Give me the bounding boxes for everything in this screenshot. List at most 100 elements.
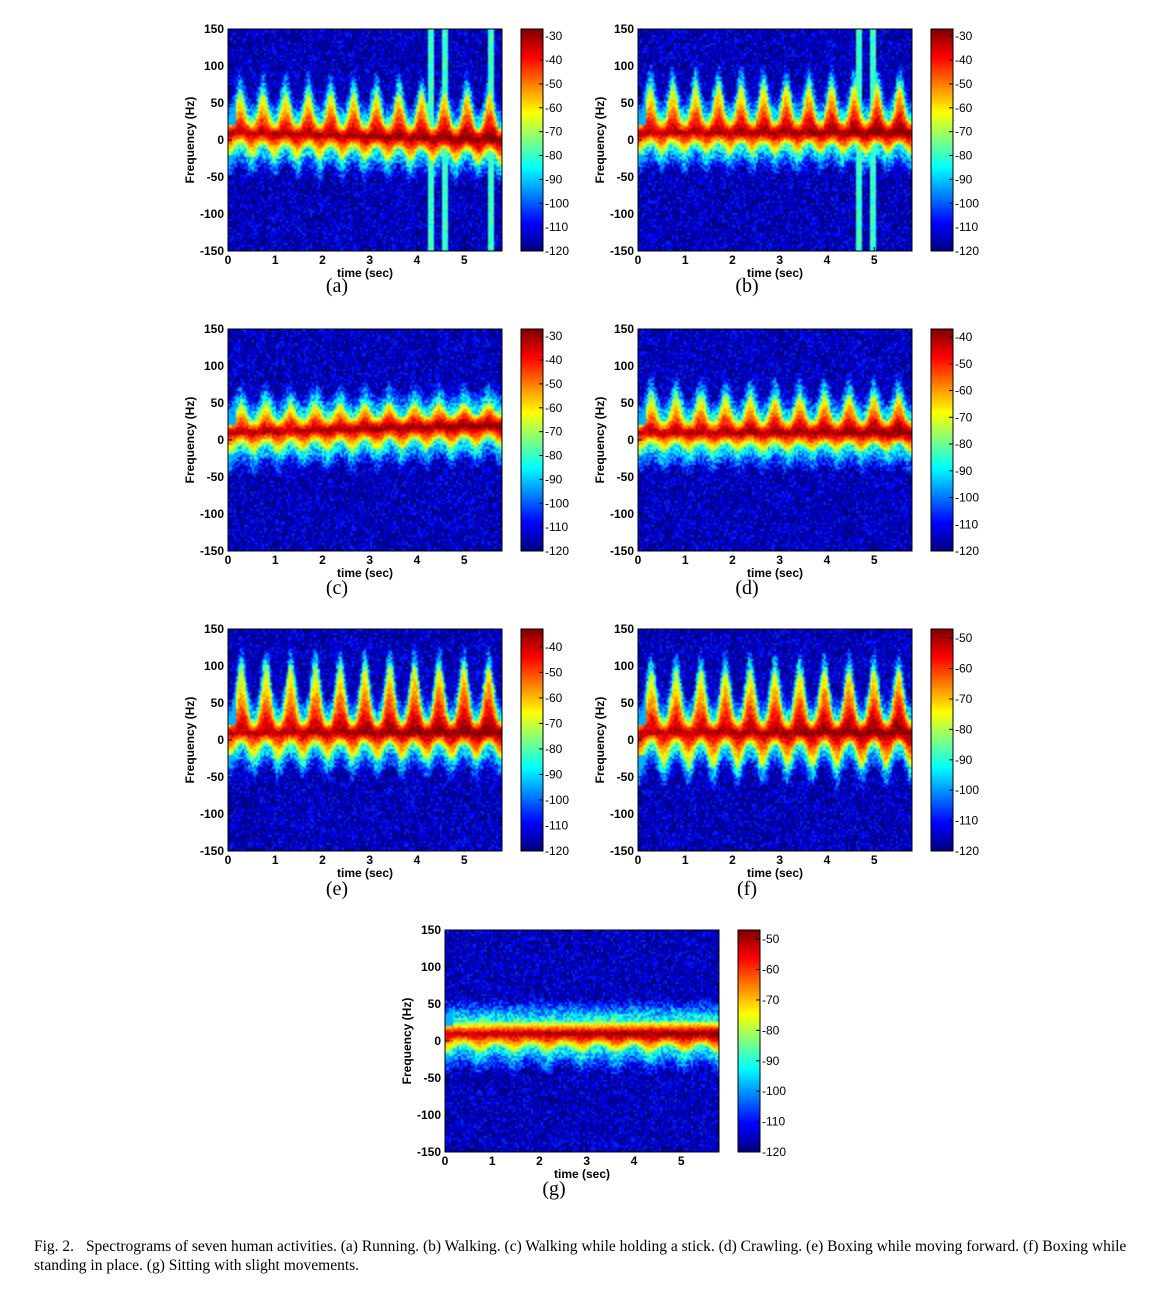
spectrogram-panel: 0 1 2 3 4 5 150 100 50 0 -50 -100 -150 time (sec) Freq… <box>397 921 797 1183</box>
colorbar-tick-label: -90 <box>955 464 973 478</box>
colorbar-tick-label: -50 <box>955 77 973 91</box>
y-tick-label: 0 <box>217 133 224 147</box>
x-axis-label: time (sec) <box>554 1167 610 1181</box>
colorbar-frame <box>520 28 544 252</box>
spectrogram-panel: 0 1 2 3 4 5 150 100 50 0 -50 -100 -150 time (sec) Freq… <box>180 320 580 582</box>
colorbar <box>521 29 543 251</box>
colorbar-tick-label: -100 <box>955 783 979 797</box>
y-axis-label: Frequency (Hz) <box>593 97 607 184</box>
colorbar-tick-label: -110 <box>762 1115 785 1129</box>
spectrogram-heatmap <box>228 29 502 251</box>
colorbar-tick-label: -120 <box>955 244 979 258</box>
panel-label: (c) <box>325 577 349 599</box>
x-tick-label: 1 <box>272 853 279 867</box>
y-tick-label: 100 <box>204 659 224 673</box>
spectrogram-panel: 0 1 2 3 4 5 150 100 50 0 -50 -100 -150 time (sec) Freq… <box>590 20 990 282</box>
x-tick-label: 4 <box>414 853 421 867</box>
colorbar-tick-label: -70 <box>545 125 563 139</box>
colorbar-tick-label: -120 <box>955 844 979 858</box>
y-tick-label: -50 <box>424 1071 442 1085</box>
y-tick-label: 0 <box>627 733 634 747</box>
colorbar-tick-label: -70 <box>545 425 563 439</box>
x-tick-label: 0 <box>635 253 642 267</box>
y-tick-label: 50 <box>211 396 225 410</box>
colorbar-tick-label: -100 <box>762 1084 786 1098</box>
panel-label: (a) <box>325 275 349 297</box>
colorbar-tick-label: -40 <box>545 53 563 67</box>
y-tick-label: 150 <box>614 22 634 36</box>
y-axis-label: Frequency (Hz) <box>183 697 197 784</box>
y-tick-label: 50 <box>621 96 635 110</box>
colorbar-tick-label: -120 <box>545 844 569 858</box>
y-tick-label: 0 <box>627 133 634 147</box>
x-tick-label: 2 <box>319 853 326 867</box>
colorbar-tick-label: -90 <box>545 767 563 781</box>
colorbar-tick-label: -110 <box>955 517 978 531</box>
spectrogram-panel: 0 1 2 3 4 5 150 100 50 0 -50 -100 -150 time (sec) Freq… <box>590 320 990 582</box>
x-tick-label: 4 <box>631 1154 638 1168</box>
y-axis-label: Frequency (Hz) <box>400 998 414 1085</box>
colorbar-tick-label: -50 <box>762 932 780 946</box>
panel-label: (d) <box>735 577 759 599</box>
y-tick-label: 50 <box>428 997 442 1011</box>
x-tick-label: 1 <box>272 553 279 567</box>
x-axis-label: time (sec) <box>747 266 803 280</box>
y-tick-label: -150 <box>610 844 634 858</box>
x-tick-label: 5 <box>871 553 878 567</box>
x-tick-label: 1 <box>682 853 689 867</box>
colorbar-tick-label: -110 <box>545 220 568 234</box>
y-tick-label: 100 <box>614 359 634 373</box>
x-tick-label: 4 <box>824 553 831 567</box>
colorbar <box>931 29 953 251</box>
colorbar-tick-label: -70 <box>955 125 973 139</box>
y-tick-label: 0 <box>434 1034 441 1048</box>
y-tick-label: 50 <box>211 696 225 710</box>
spectrogram-heatmap <box>228 629 502 851</box>
y-tick-label: 150 <box>204 622 224 636</box>
colorbar-tick-label: -70 <box>955 410 973 424</box>
x-axis-label: time (sec) <box>747 566 803 580</box>
x-tick-label: 5 <box>871 853 878 867</box>
panel-label: (b) <box>735 275 759 297</box>
y-tick-label: -50 <box>617 170 635 184</box>
y-tick-label: 100 <box>421 960 441 974</box>
spectrogram-chart: 0 1 2 3 4 5 150 100 50 0 -50 -100 -150 time (sec) Freq… <box>183 622 569 880</box>
x-tick-label: 0 <box>442 1154 449 1168</box>
y-axis-label: Frequency (Hz) <box>183 397 197 484</box>
x-axis-label: time (sec) <box>337 266 393 280</box>
spectrogram-chart: 0 1 2 3 4 5 150 100 50 0 -50 -100 -150 time (sec) Freq… <box>593 322 979 580</box>
y-tick-label: -50 <box>207 470 225 484</box>
x-tick-label: 5 <box>461 853 468 867</box>
colorbar-frame <box>930 328 954 552</box>
y-tick-label: -100 <box>610 207 634 221</box>
y-tick-label: 100 <box>204 59 224 73</box>
colorbar-frame <box>520 628 544 852</box>
spectrogram-chart: 0 1 2 3 4 5 150 100 50 0 -50 -100 -150 time (sec) Freq… <box>400 923 786 1181</box>
colorbar-frame <box>930 28 954 252</box>
spectrogram-panel: 0 1 2 3 4 5 150 100 50 0 -50 -100 -150 time (sec) Freq… <box>180 620 580 882</box>
colorbar-tick-label: -60 <box>545 401 563 415</box>
y-tick-label: -150 <box>610 244 634 258</box>
spectrogram-panel: 0 1 2 3 4 5 150 100 50 0 -50 -100 -150 time (sec) Freq… <box>180 20 580 282</box>
colorbar-frame <box>520 328 544 552</box>
colorbar-tick-label: -60 <box>955 101 973 115</box>
colorbar <box>521 329 543 551</box>
colorbar <box>521 629 543 851</box>
colorbar-tick-label: -80 <box>762 1023 780 1037</box>
spectrogram-heatmap <box>638 29 912 251</box>
y-axis-label: Frequency (Hz) <box>183 97 197 184</box>
x-tick-label: 5 <box>871 253 878 267</box>
y-tick-label: 50 <box>211 96 225 110</box>
x-tick-label: 3 <box>776 553 783 567</box>
colorbar-tick-label: -50 <box>955 357 973 371</box>
colorbar-tick-label: -70 <box>762 993 780 1007</box>
x-tick-label: 3 <box>366 853 373 867</box>
colorbar-tick-label: -90 <box>955 172 973 186</box>
colorbar-tick-label: -80 <box>955 149 973 163</box>
colorbar-tick-label: -120 <box>762 1145 786 1159</box>
colorbar-tick-label: -40 <box>955 330 973 344</box>
y-tick-label: -50 <box>207 770 225 784</box>
y-tick-label: -50 <box>617 770 635 784</box>
x-tick-label: 2 <box>319 553 326 567</box>
figure-caption: Fig. 2. Spectrograms of seven human acti… <box>34 1237 1144 1275</box>
